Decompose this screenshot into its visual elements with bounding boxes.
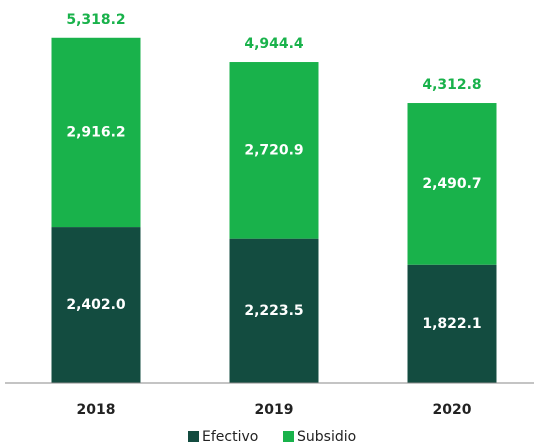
legend-label: Subsidio (297, 429, 356, 445)
bar-segment (51, 37, 141, 228)
value-label: 1,822.1 (422, 316, 481, 332)
bar-segment (229, 238, 319, 383)
value-label: 2,490.7 (422, 176, 481, 192)
value-label: 2,916.2 (66, 124, 125, 140)
x-tick-label: 2019 (255, 402, 294, 418)
bar-segment (407, 103, 497, 265)
value-label: 2,223.5 (244, 303, 303, 319)
bar-segment (51, 227, 141, 383)
legend-label: Efectivo (202, 429, 258, 445)
x-tick-label: 2018 (77, 402, 116, 418)
x-tick-label: 2020 (433, 402, 472, 418)
legend-swatch (283, 431, 294, 442)
total-label: 4,944.4 (244, 36, 304, 52)
bar-segment (407, 264, 497, 383)
value-label: 2,402.0 (66, 297, 126, 313)
total-label: 5,318.2 (66, 12, 125, 28)
value-label: 2,720.9 (244, 142, 303, 158)
total-label: 4,312.8 (422, 77, 481, 93)
legend-swatch (188, 431, 199, 442)
bar-segment (229, 62, 319, 239)
